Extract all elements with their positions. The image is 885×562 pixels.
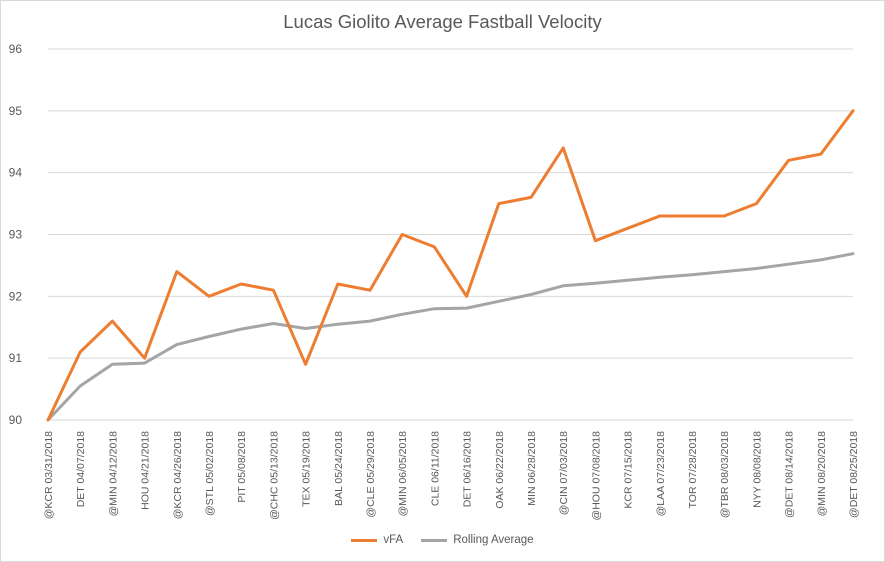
chart-title: Lucas Giolito Average Fastball Velocity — [283, 11, 602, 32]
x-tick-label: @CHC 05/13/2018 — [268, 431, 280, 520]
x-tick-label: TEX 05/19/2018 — [301, 431, 313, 507]
legend-entry-vfa: vFA — [351, 534, 403, 546]
legend-swatch-rolling-average — [421, 538, 448, 542]
series-line-rolling-average — [46, 252, 855, 422]
x-tick-label: NYY 08/08/2018 — [751, 431, 763, 508]
legend-label-vfa: vFA — [383, 534, 404, 546]
x-tick-label: MIN 06/28/2018 — [526, 431, 538, 506]
x-tick-label: @TBR 08/03/2018 — [719, 431, 731, 518]
y-tick-label: 94 — [9, 166, 23, 180]
x-tick-label: @KCR 03/31/2018 — [43, 431, 55, 519]
legend: vFA Rolling Average — [0, 534, 885, 546]
x-tick-label: KCR 07/15/2018 — [623, 431, 635, 509]
legend-swatch-vfa — [351, 538, 378, 542]
x-tick-label: OAK 06/22/2018 — [494, 431, 506, 509]
x-tick-label: @CIN 07/03/2018 — [558, 431, 570, 515]
x-tick-label: HOU 04/21/2018 — [140, 431, 152, 510]
x-tick-label: TOR 07/28/2018 — [687, 431, 699, 509]
gridlines — [48, 48, 853, 421]
y-tick-label: 96 — [9, 42, 23, 56]
y-tick-label: 93 — [9, 228, 23, 242]
x-tick-label: @STL 05/02/2018 — [204, 431, 216, 516]
y-tick-label: 90 — [9, 413, 23, 427]
legend-label-rolling-average: Rolling Average — [453, 534, 534, 546]
x-tick-label: CLE 06/11/2018 — [429, 431, 441, 506]
series-line-vfa — [46, 109, 855, 422]
x-tick-label: @DET 08/25/2018 — [848, 431, 860, 518]
legend-entry-rolling-average: Rolling Average — [421, 534, 534, 546]
y-tick-label: 92 — [9, 289, 23, 303]
x-tick-label: @MIN 08/20/2018 — [816, 431, 828, 517]
x-tick-label: DET 06/16/2018 — [462, 431, 474, 507]
x-tick-label: DET 04/07/2018 — [75, 431, 87, 507]
x-tick-label: @CLE 05/29/2018 — [365, 431, 377, 518]
x-tick-label: @MIN 06/05/2018 — [397, 431, 409, 517]
series-lines — [46, 109, 855, 422]
x-tick-label: @MIN 04/12/2018 — [107, 431, 119, 517]
y-tick-label: 95 — [9, 104, 23, 118]
x-tick-label: PIT 05/08/2018 — [236, 431, 248, 503]
x-tick-label: @KCR 04/26/2018 — [172, 431, 184, 519]
y-tick-label: 91 — [9, 351, 23, 365]
x-tick-label: BAL 05/24/2018 — [333, 431, 345, 506]
x-tick-label: @LAA 07/23/2018 — [655, 431, 667, 517]
x-tick-label: @DET 08/14/2018 — [784, 431, 796, 518]
x-tick-label: @HOU 07/08/2018 — [590, 431, 602, 521]
x-axis-tick-labels: @KCR 03/31/2018 DET 04/07/2018 @MIN 04/12/… — [43, 431, 860, 521]
y-axis-tick-labels: 90 91 92 93 94 95 96 — [9, 42, 23, 427]
